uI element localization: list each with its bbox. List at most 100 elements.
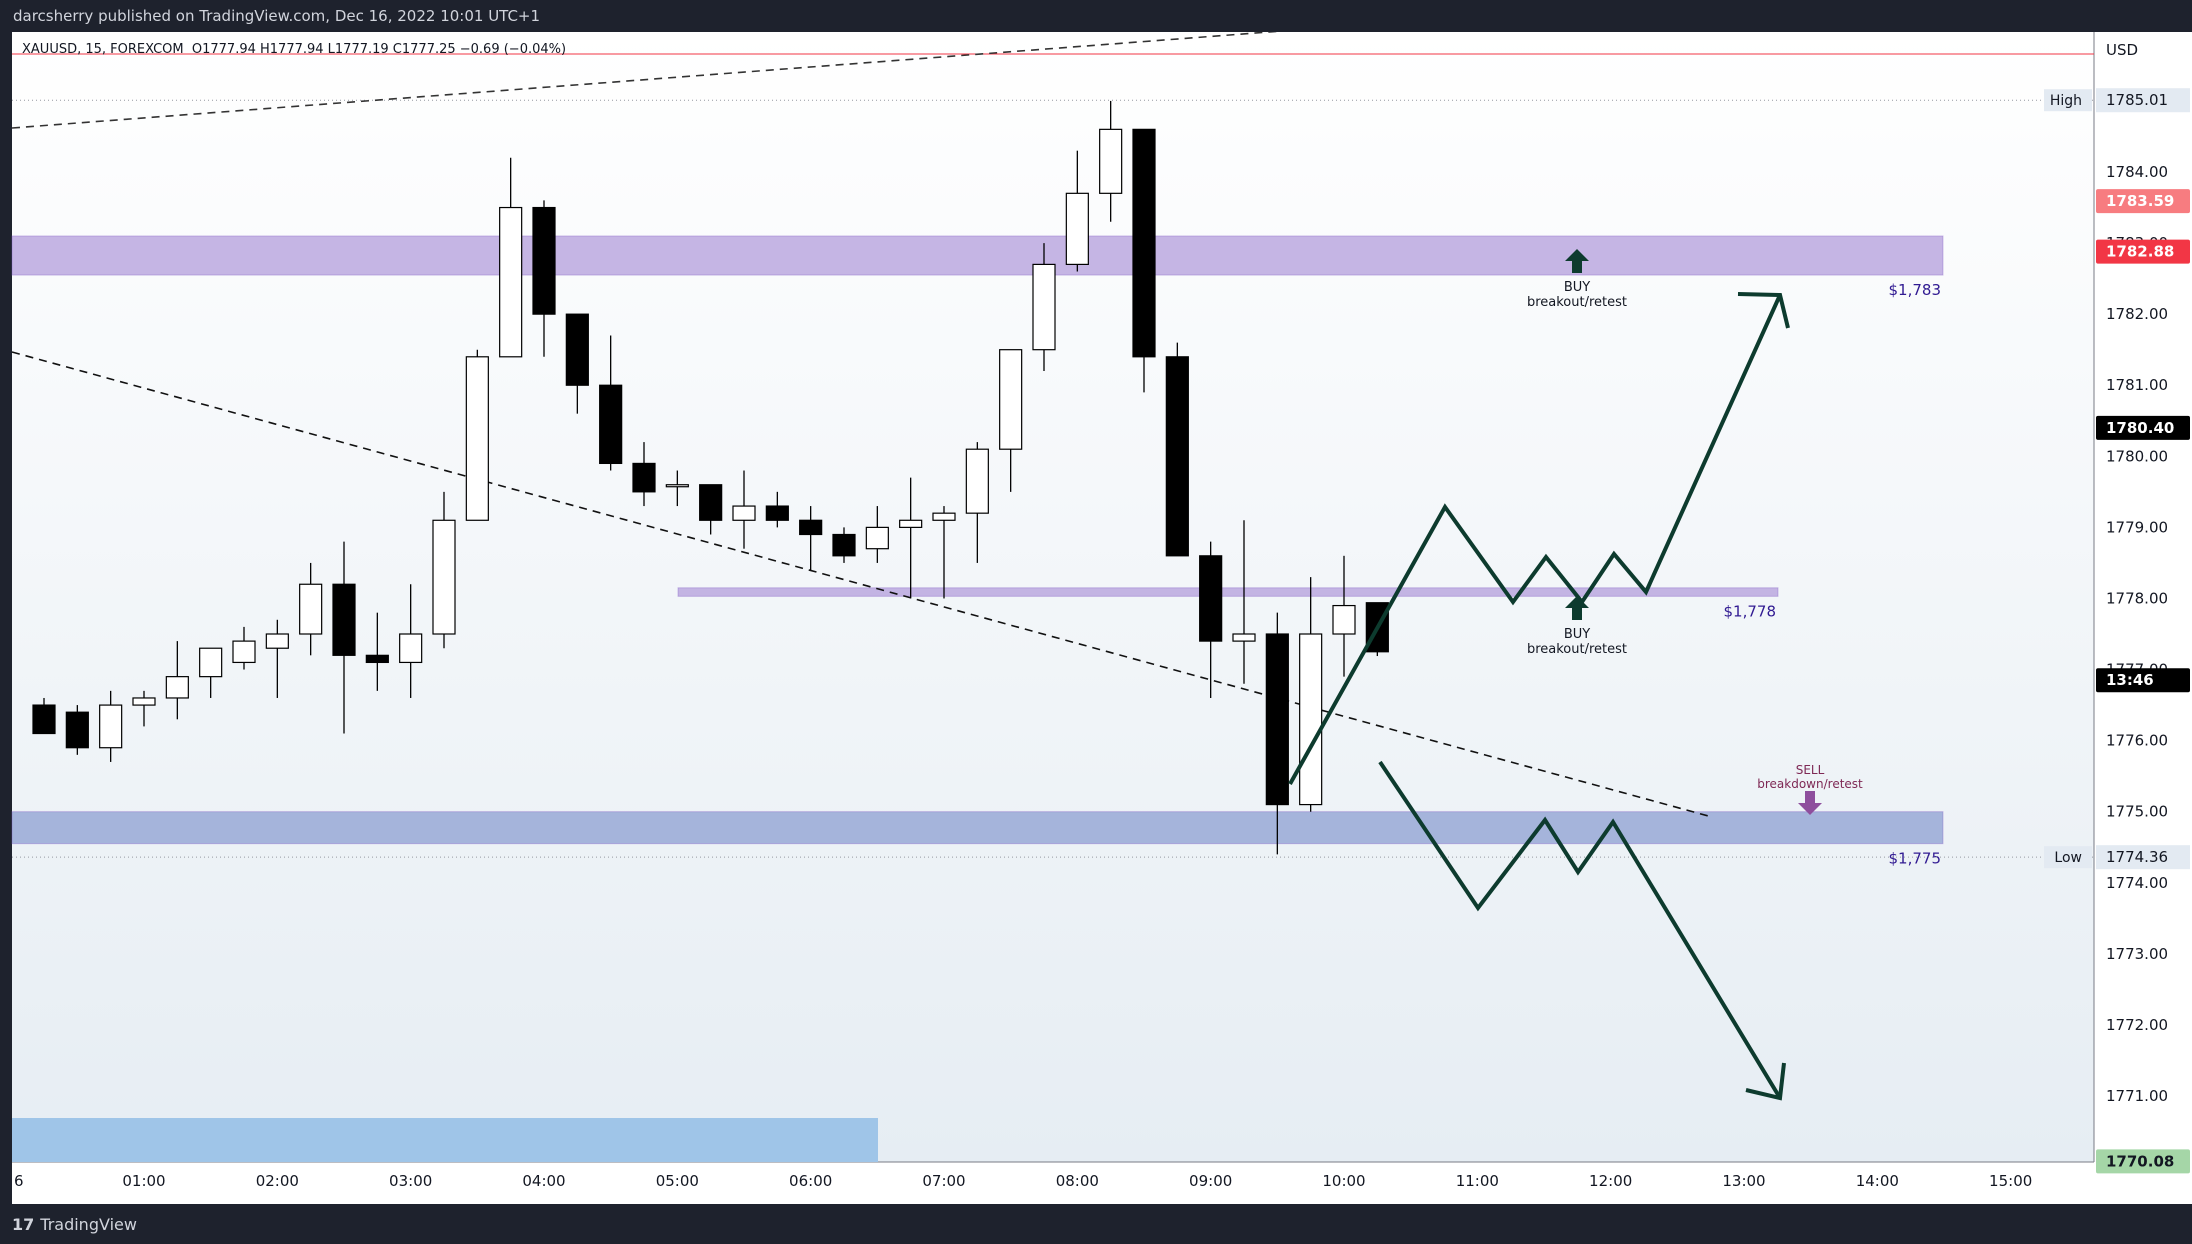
price-tick-label: 1778.00: [2106, 589, 2168, 607]
legend-ohlc: O1777.94 H1777.94 L1777.19 C1777.25 −0.6…: [191, 42, 567, 57]
candle[interactable]: [632, 462, 656, 493]
price-badge-3: [2096, 668, 2190, 693]
upper-trendline[interactable]: [11, 32, 1426, 129]
zone-1[interactable]: [677, 587, 1779, 597]
buy-arrow-icon-0: [1565, 249, 1589, 273]
candle[interactable]: [899, 519, 923, 528]
time-tick-label: 07:00: [922, 1172, 965, 1190]
price-tick-label: 1775.00: [2106, 803, 2168, 821]
buy-sublabel-1: breakout/retest: [1527, 642, 1627, 657]
low-level-tag: [2044, 846, 2092, 869]
candle[interactable]: [1232, 633, 1256, 642]
price-badge-1: [2096, 239, 2190, 264]
time-tick-label: 15:00: [1989, 1172, 2032, 1190]
candle[interactable]: [1132, 128, 1156, 358]
candle[interactable]: [399, 633, 423, 664]
candle[interactable]: [665, 484, 689, 488]
price-tick-label: 1774.00: [2106, 874, 2168, 892]
candle[interactable]: [965, 448, 989, 514]
zone-2[interactable]: [11, 811, 1944, 845]
candle[interactable]: [199, 647, 223, 678]
time-tick-label: 11:00: [1456, 1172, 1499, 1190]
sell-label-2: SELL: [1796, 763, 1825, 777]
time-tick-label: 04:00: [522, 1172, 565, 1190]
time-tick-label: 13:00: [1722, 1172, 1765, 1190]
candle[interactable]: [732, 505, 756, 521]
high-value-badge: [2096, 88, 2190, 113]
sell-arrow-icon-2: [1798, 791, 1822, 815]
time-tick-label: 14:00: [1856, 1172, 1899, 1190]
candle[interactable]: [1199, 555, 1223, 642]
candle[interactable]: [1165, 356, 1189, 557]
candle[interactable]: [565, 313, 589, 386]
candle[interactable]: [499, 206, 523, 358]
candle[interactable]: [699, 484, 723, 521]
symbol-legend: XAUUSD, 15, FOREXCOM O1777.94 H1777.94 L…: [22, 42, 566, 57]
candle[interactable]: [32, 704, 56, 735]
price-badge-4: [2096, 1149, 2190, 1174]
candle[interactable]: [932, 512, 956, 521]
candle[interactable]: [132, 697, 156, 706]
time-axis-background: [12, 1162, 2192, 1204]
candle[interactable]: [999, 349, 1023, 450]
high-level-tag: [2044, 89, 2092, 112]
buy-label-0: BUY: [1564, 280, 1590, 295]
price-tick-label: 1782.00: [2106, 305, 2168, 323]
candle[interactable]: [599, 384, 623, 465]
price-badge-2: [2096, 415, 2190, 440]
buy-sublabel-0: breakout/retest: [1527, 295, 1627, 310]
low-value-badge: [2096, 845, 2190, 870]
time-tick-label: 06:00: [789, 1172, 832, 1190]
candle[interactable]: [832, 533, 856, 557]
time-tick-label: 01:00: [122, 1172, 165, 1190]
candle[interactable]: [532, 206, 556, 315]
time-tick-label-first: 6: [14, 1172, 24, 1190]
price-axis-background: [2094, 32, 2192, 1162]
price-tick-label: 1784.00: [2106, 163, 2168, 181]
candle[interactable]: [265, 633, 289, 649]
candle[interactable]: [99, 704, 123, 749]
low-value-text: 1774.36: [2106, 848, 2168, 866]
candle[interactable]: [465, 356, 489, 521]
candle[interactable]: [65, 711, 89, 749]
brand-text: TradingView: [40, 1215, 137, 1234]
price-badge-0: [2096, 189, 2190, 214]
low-level-label: Low: [2054, 850, 2082, 866]
price-badge-text-3: 13:46: [2106, 671, 2154, 689]
candle[interactable]: [299, 583, 323, 635]
candle[interactable]: [1065, 192, 1089, 265]
currency-label: USD: [2106, 41, 2138, 59]
candle[interactable]: [232, 640, 256, 664]
candle[interactable]: [1032, 263, 1056, 351]
time-tick-label: 12:00: [1589, 1172, 1632, 1190]
time-tick-label: 05:00: [656, 1172, 699, 1190]
time-tick-label: 02:00: [256, 1172, 299, 1190]
tradingview-logo[interactable]: 17 TradingView: [12, 1215, 137, 1234]
price-badge-text-4: 1770.08: [2106, 1152, 2174, 1170]
zone-0[interactable]: [11, 235, 1944, 276]
candle[interactable]: [799, 519, 823, 536]
candle[interactable]: [1265, 633, 1289, 806]
candle[interactable]: [1332, 604, 1356, 635]
time-tick-label: 10:00: [1322, 1172, 1365, 1190]
bearish-arrowhead: [1745, 1062, 1786, 1101]
candle[interactable]: [865, 526, 889, 550]
tv-logo-icon: 17: [12, 1215, 35, 1234]
candle[interactable]: [1099, 128, 1123, 194]
candle[interactable]: [765, 505, 789, 521]
bullish-projection-path[interactable]: [1288, 294, 1782, 785]
publisher-bar: darcsherry published on TradingView.com,…: [0, 0, 2192, 32]
price-tick-label: 1776.00: [2106, 732, 2168, 750]
bearish-projection-path[interactable]: [1378, 760, 1782, 1100]
price-chart[interactable]: $1,783$1,778$1,775BUYbreakout/retestBUYb…: [0, 32, 2192, 1204]
time-tick-label: 03:00: [389, 1172, 432, 1190]
candle[interactable]: [332, 583, 356, 656]
candle[interactable]: [165, 676, 189, 699]
candle[interactable]: [1299, 633, 1323, 806]
candle[interactable]: [365, 654, 389, 664]
price-badge-text-0: 1783.59: [2106, 192, 2174, 210]
published-text: darcsherry published on TradingView.com,…: [13, 7, 541, 25]
price-tick-label: 1772.00: [2106, 1016, 2168, 1034]
zone-label-0: $1,783: [1889, 281, 1942, 299]
candle[interactable]: [432, 519, 456, 635]
